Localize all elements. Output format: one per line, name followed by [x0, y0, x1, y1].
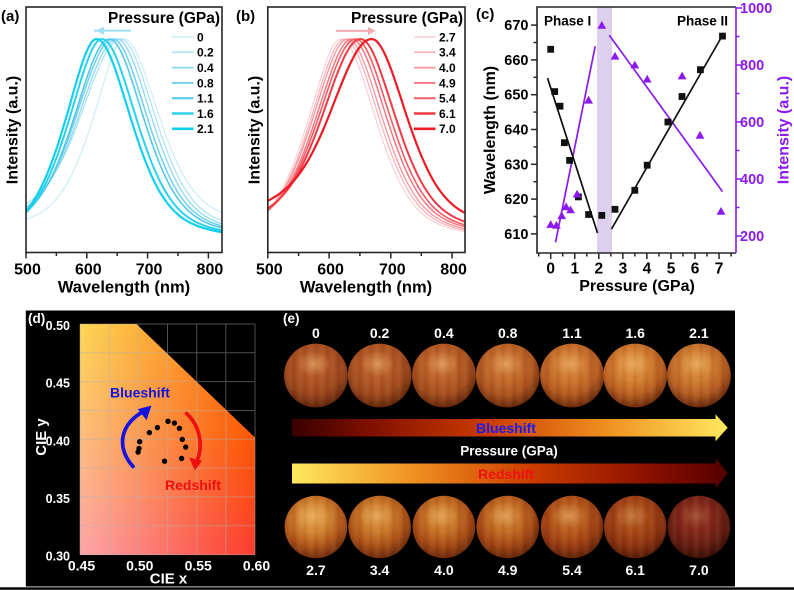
svg-text:Pressure (GPa): Pressure (GPa)	[108, 10, 220, 27]
svg-text:0.45: 0.45	[46, 377, 70, 391]
svg-text:Intensity (a.u.): Intensity (a.u.)	[776, 76, 793, 184]
svg-text:(c): (c)	[476, 6, 494, 23]
svg-text:400: 400	[740, 172, 764, 188]
svg-text:CIE y: CIE y	[33, 418, 50, 456]
svg-text:1000: 1000	[740, 1, 772, 17]
svg-text:630: 630	[504, 157, 528, 173]
svg-text:Redshift: Redshift	[478, 466, 534, 482]
svg-text:800: 800	[197, 261, 224, 278]
svg-text:2.7: 2.7	[439, 30, 456, 44]
svg-text:Redshift: Redshift	[165, 477, 221, 493]
svg-text:Phase II: Phase II	[677, 13, 728, 28]
svg-text:620: 620	[504, 192, 528, 208]
svg-text:Wavelength (nm): Wavelength (nm)	[58, 278, 190, 296]
svg-text:0.60: 0.60	[243, 558, 270, 574]
svg-text:Wavelength (nm): Wavelength (nm)	[300, 278, 432, 296]
svg-text:4: 4	[643, 261, 652, 278]
svg-text:650: 650	[504, 88, 528, 104]
svg-text:800: 800	[440, 261, 467, 278]
svg-text:0.45: 0.45	[68, 558, 95, 574]
svg-text:5: 5	[667, 261, 676, 278]
svg-text:640: 640	[504, 123, 528, 139]
svg-text:800: 800	[740, 58, 764, 74]
svg-text:0.40: 0.40	[46, 434, 70, 448]
svg-text:4.0: 4.0	[434, 562, 454, 578]
svg-text:2.1: 2.1	[689, 325, 709, 341]
svg-text:Pressure (GPa): Pressure (GPa)	[579, 278, 695, 295]
svg-text:1.6: 1.6	[625, 325, 645, 341]
svg-text:600: 600	[75, 261, 102, 278]
svg-text:Intensity (a.u.): Intensity (a.u.)	[5, 76, 22, 184]
svg-text:0.2: 0.2	[197, 46, 214, 60]
svg-text:0: 0	[312, 325, 320, 341]
svg-text:500: 500	[256, 261, 283, 278]
svg-text:4.9: 4.9	[439, 76, 456, 90]
svg-text:0.50: 0.50	[46, 319, 70, 333]
svg-text:2.1: 2.1	[197, 122, 214, 136]
svg-text:0.8: 0.8	[498, 325, 518, 341]
svg-text:7.0: 7.0	[439, 122, 456, 136]
svg-text:3.4: 3.4	[370, 562, 390, 578]
svg-text:0: 0	[197, 30, 204, 44]
svg-text:5.4: 5.4	[562, 562, 582, 578]
svg-text:Blueshift: Blueshift	[110, 384, 170, 400]
svg-text:1.1: 1.1	[562, 325, 582, 341]
svg-text:6.1: 6.1	[439, 107, 456, 121]
svg-text:1: 1	[570, 261, 579, 278]
svg-text:0.55: 0.55	[185, 558, 212, 574]
svg-text:4.0: 4.0	[439, 61, 456, 75]
svg-text:0.35: 0.35	[46, 492, 70, 506]
svg-text:7: 7	[715, 261, 724, 278]
svg-text:6: 6	[691, 261, 700, 278]
svg-text:3.4: 3.4	[439, 46, 456, 60]
svg-text:1.1: 1.1	[197, 92, 214, 106]
svg-text:500: 500	[14, 261, 41, 278]
svg-text:0: 0	[546, 261, 555, 278]
svg-text:Wavelength (nm): Wavelength (nm)	[482, 66, 499, 194]
svg-text:610: 610	[504, 227, 528, 243]
svg-text:0.4: 0.4	[434, 325, 454, 341]
svg-text:(e): (e)	[283, 311, 300, 326]
svg-text:0.50: 0.50	[126, 558, 153, 574]
svg-text:700: 700	[136, 261, 163, 278]
svg-text:600: 600	[740, 115, 764, 131]
svg-text:Intensity (a.u.): Intensity (a.u.)	[247, 76, 264, 184]
svg-text:200: 200	[740, 229, 764, 245]
svg-text:0.8: 0.8	[197, 76, 214, 90]
svg-text:3: 3	[619, 261, 628, 278]
svg-text:660: 660	[504, 53, 528, 69]
svg-text:0.2: 0.2	[370, 325, 390, 341]
svg-text:Pressure (GPa): Pressure (GPa)	[351, 10, 463, 27]
svg-text:Blueshift: Blueshift	[476, 420, 536, 436]
svg-text:1.6: 1.6	[197, 107, 214, 121]
svg-text:600: 600	[317, 261, 344, 278]
svg-text:(a): (a)	[1, 8, 19, 25]
svg-text:(b): (b)	[236, 8, 255, 25]
svg-text:4.9: 4.9	[498, 562, 518, 578]
svg-text:7.0: 7.0	[689, 562, 709, 578]
svg-text:0.4: 0.4	[197, 61, 214, 75]
svg-text:700: 700	[379, 261, 406, 278]
svg-text:6.1: 6.1	[625, 562, 645, 578]
svg-text:670: 670	[504, 18, 528, 34]
svg-text:2: 2	[594, 261, 603, 278]
svg-text:Phase I: Phase I	[544, 13, 591, 28]
svg-text:CIE x: CIE x	[150, 571, 188, 588]
svg-text:(d): (d)	[28, 311, 45, 326]
svg-text:5.4: 5.4	[439, 92, 456, 106]
svg-text:Pressure (GPa): Pressure (GPa)	[460, 444, 558, 459]
svg-text:0.30: 0.30	[46, 550, 70, 564]
svg-text:2.7: 2.7	[306, 562, 326, 578]
